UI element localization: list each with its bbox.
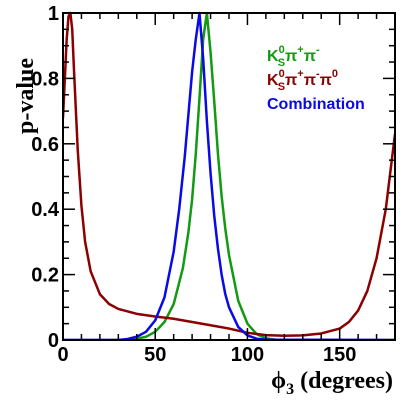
legend-sup1: + xyxy=(297,44,303,56)
legend-sup2: - xyxy=(316,68,320,80)
legend-entry-combination: Combination xyxy=(267,96,365,113)
series-line-2 xyxy=(63,11,395,340)
legend-pi2: π xyxy=(304,48,316,65)
y-axis-title: p-value xyxy=(13,58,39,134)
legend-sup0: 0 xyxy=(279,68,285,80)
x-axis-title: ϕ3 (degrees) xyxy=(271,368,393,398)
series-line-1 xyxy=(63,11,395,337)
y-tick-label: 0.4 xyxy=(31,199,60,221)
legend-subs: S xyxy=(278,57,285,69)
legend-k: K xyxy=(267,48,279,65)
y-tick-label: 0 xyxy=(48,330,59,352)
x-tick-label: 150 xyxy=(323,344,356,366)
axis-ticks xyxy=(62,12,396,341)
legend-entry-ks-pipi: K0 Sπ+π- xyxy=(267,44,320,69)
x-axis-title-unit: (degrees) xyxy=(294,368,393,394)
legend: K0 Sπ+π- K0 Sπ+π-π0 Combination xyxy=(267,44,365,113)
y-tick-label: 0.6 xyxy=(31,134,59,156)
x-tick-label: 0 xyxy=(57,344,68,366)
legend-subs: S xyxy=(278,81,285,93)
x-axis-title-subscript: 3 xyxy=(286,381,294,398)
y-tick-label: 0.2 xyxy=(31,265,59,287)
legend-sup0: 0 xyxy=(279,44,285,56)
legend-pi1: π xyxy=(285,72,297,89)
axis-tick-labels: 0 50 100 150 0 0.2 0.4 0.6 0.8 1 xyxy=(31,3,356,366)
series-line-0 xyxy=(63,11,395,340)
plot-series xyxy=(63,11,395,340)
legend-pi1: π xyxy=(285,48,297,65)
legend-pi3: π xyxy=(320,72,332,89)
y-tick-label: 0.8 xyxy=(31,68,59,90)
legend-sup1: + xyxy=(297,68,303,80)
legend-pi2: π xyxy=(304,72,316,89)
legend-k: K xyxy=(267,72,279,89)
x-axis-title-symbol: ϕ xyxy=(271,368,286,394)
legend-sup3: 0 xyxy=(332,68,338,80)
legend-entry-ks-pipipi0: K0 Sπ+π-π0 xyxy=(267,68,338,93)
x-tick-label: 100 xyxy=(231,344,264,366)
x-tick-label: 50 xyxy=(144,344,166,366)
legend-sup2: - xyxy=(316,44,320,56)
y-tick-label: 1 xyxy=(48,3,59,25)
plot-frame xyxy=(62,12,396,341)
